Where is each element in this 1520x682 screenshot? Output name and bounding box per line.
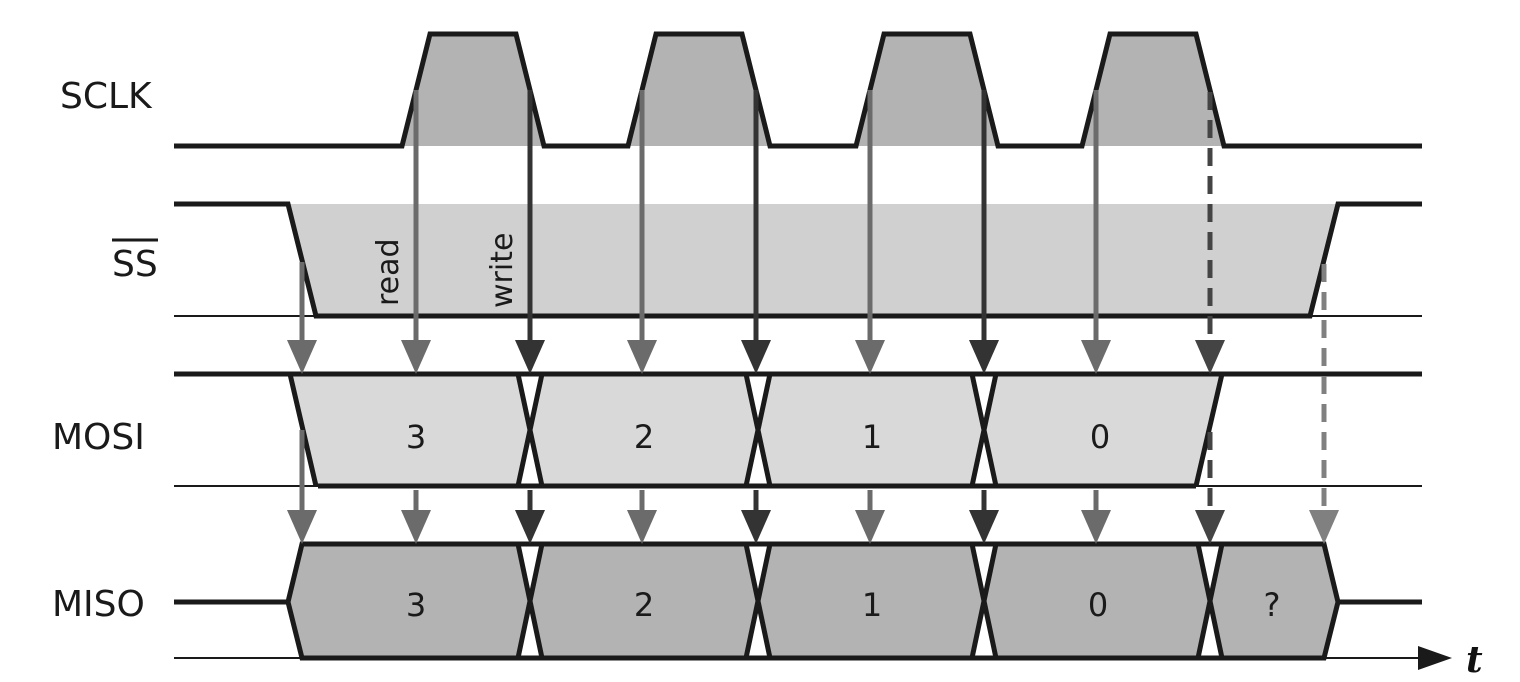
miso-bit-1-cell xyxy=(758,544,984,658)
mosi-bit-3: 3 xyxy=(406,418,426,456)
write-arrow-2 xyxy=(741,90,771,544)
edge-arrows xyxy=(287,90,1339,544)
ss-fall-arrow xyxy=(287,262,317,544)
miso-transitions xyxy=(285,541,1341,661)
mosi-bit-2-cell xyxy=(530,374,758,486)
read-arrow-2 xyxy=(627,90,657,544)
miso-bit-0-cell xyxy=(984,544,1210,658)
sclk-pulse-1 xyxy=(402,34,544,146)
read-arrow-1 xyxy=(401,90,431,544)
read-arrow-4 xyxy=(1081,90,1111,544)
miso-bit-1: 1 xyxy=(862,586,882,624)
read-arrow-3 xyxy=(855,90,885,544)
sclk-pulse-4 xyxy=(1082,34,1224,146)
miso-bit-unknown: ? xyxy=(1264,586,1281,624)
mosi-bit-1-cell xyxy=(758,374,984,486)
mosi-bit-0: 0 xyxy=(1090,418,1110,456)
sclk-label: SCLK xyxy=(60,76,153,117)
miso-bit-2-cell xyxy=(530,544,758,658)
sclk-pulse-3 xyxy=(856,34,998,146)
write-arrow-3 xyxy=(969,90,999,544)
time-axis-label: t xyxy=(1466,639,1483,681)
mosi-bit-2: 2 xyxy=(634,418,654,456)
ss-active-region xyxy=(288,204,1338,316)
sclk-pulse-2 xyxy=(628,34,770,146)
write-arrow-4-dashed xyxy=(1195,92,1225,544)
miso-unknown-cell xyxy=(1210,544,1338,658)
write-arrow-1 xyxy=(515,90,545,544)
mosi-label: MOSI xyxy=(52,417,145,458)
time-axis-arrowhead xyxy=(1418,646,1452,670)
miso-bit-2: 2 xyxy=(634,586,654,624)
miso-bit-3: 3 xyxy=(406,586,426,624)
ss-rise-arrow-dashed xyxy=(1309,264,1339,544)
mosi-bit-3-cell xyxy=(290,374,530,486)
ss-label: SS xyxy=(112,244,158,285)
ss-trace xyxy=(174,201,1422,319)
mosi-bit-1: 1 xyxy=(862,418,882,456)
miso-bit-0: 0 xyxy=(1088,586,1108,624)
mosi-bit-0-cell xyxy=(984,374,1222,486)
write-edge-label: write xyxy=(485,233,520,308)
miso-bit-3-cell xyxy=(288,544,530,658)
miso-label: MISO xyxy=(52,584,145,625)
read-edge-label: read xyxy=(371,238,406,306)
sclk-trace xyxy=(174,31,1422,149)
